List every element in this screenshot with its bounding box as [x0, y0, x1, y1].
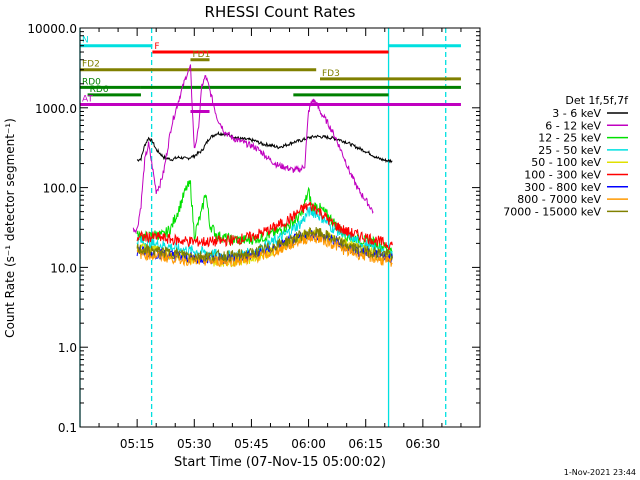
x-tick-label: 05:15 — [120, 437, 155, 451]
legend-label-3: 25 - 50 keV — [538, 144, 601, 157]
x-axis-label: Start Time (07-Nov-15 05:00:02) — [174, 455, 386, 470]
flag-label-rd6: RD6 — [90, 85, 109, 95]
timestamp: 1-Nov-2021 23:44 — [564, 468, 636, 477]
legend-label-4: 50 - 100 keV — [531, 156, 601, 169]
x-tick-label: 05:45 — [234, 437, 269, 451]
legend-label-1: 6 - 12 keV — [545, 119, 601, 132]
legend-label-5: 100 - 300 keV — [524, 169, 601, 182]
flag-label-f: F — [154, 42, 159, 52]
legend-label-6: 300 - 800 keV — [524, 181, 601, 194]
x-tick-label: 06:00 — [291, 437, 326, 451]
legend-label-2: 12 - 25 keV — [538, 132, 601, 145]
series-line-2 — [136, 180, 393, 255]
y-tick-label: 10000.0 — [27, 22, 77, 36]
x-tick-label: 06:30 — [406, 437, 441, 451]
flag-label-fd3: FD3 — [322, 69, 340, 79]
flag-label-n: N — [82, 36, 89, 46]
y-tick-label: 1000.0 — [35, 102, 77, 116]
series-line-1 — [132, 64, 374, 235]
plot-frame — [79, 27, 481, 428]
y-tick-label: 1.0 — [58, 341, 77, 355]
series-line-5 — [136, 201, 393, 251]
y-tick-label: 0.1 — [58, 421, 77, 435]
x-tick-label: 05:30 — [177, 437, 212, 451]
chart-title: RHESSI Count Rates — [205, 3, 356, 21]
axes: 0.1 1.0 10.0 100.0 1000.0 10000.0 05:15 05:30 05… — [27, 22, 480, 451]
y-tick-label: 10.0 — [50, 261, 77, 275]
x-tick-label: 06:15 — [348, 437, 383, 451]
series-line-8 — [136, 226, 393, 262]
flag-label-fd1: FD1 — [192, 50, 210, 60]
legend-label-0: 3 - 6 keV — [552, 107, 601, 120]
flag-label-at: AT — [82, 94, 93, 104]
legend-label-8: 7000 - 15000 keV — [503, 205, 601, 218]
y-axis-label: Count Rate (s⁻¹ detector segment⁻¹) — [3, 118, 17, 338]
flag-label-rd0: RD0 — [82, 77, 101, 87]
y-tick-label: 100.0 — [43, 182, 77, 196]
legend-title: Det 1f,5f,7f — [565, 94, 629, 107]
flag-label-fd2: FD2 — [82, 60, 100, 70]
legend-label-7: 800 - 7000 keV — [517, 193, 601, 206]
series-line-0 — [136, 130, 393, 164]
